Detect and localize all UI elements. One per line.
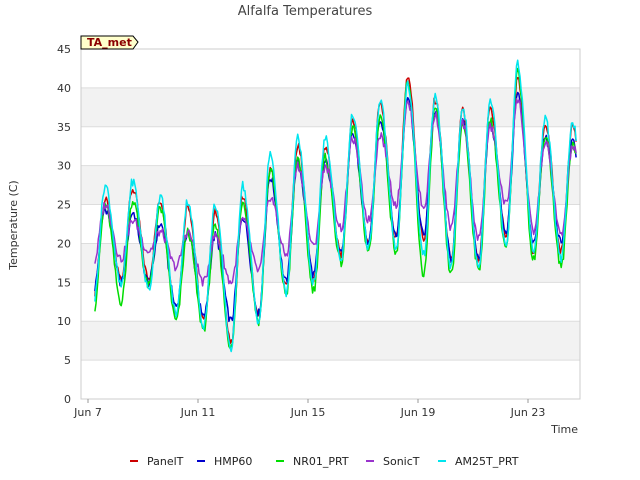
legend-label: AM25T_PRT bbox=[455, 455, 519, 468]
y-tick-label: 5 bbox=[64, 354, 71, 367]
x-axis-label: Time bbox=[550, 423, 578, 436]
y-tick-label: 45 bbox=[57, 43, 71, 56]
y-tick-label: 30 bbox=[57, 160, 71, 173]
y-tick-label: 25 bbox=[57, 199, 71, 212]
tag-label: TA_met bbox=[87, 36, 132, 49]
y-tick-label: 0 bbox=[64, 393, 71, 406]
y-tick-label: 20 bbox=[57, 237, 71, 250]
chart-title: Alfalfa Temperatures bbox=[238, 4, 373, 19]
x-tick-label: Jun 11 bbox=[180, 406, 216, 419]
y-tick-label: 35 bbox=[57, 121, 71, 134]
legend: PanelT HMP60 NR01_PRT SonicT AM25T_PRT bbox=[130, 455, 519, 468]
y-tick-label: 40 bbox=[57, 82, 71, 95]
legend-label: HMP60 bbox=[214, 455, 252, 468]
grid-band bbox=[81, 87, 580, 127]
x-tick-label: Jun 15 bbox=[290, 406, 326, 419]
tag-background bbox=[80, 35, 139, 50]
y-axis-ticks: 0 5 10 15 20 25 30 35 40 45 bbox=[57, 43, 71, 406]
legend-label: PanelT bbox=[147, 455, 184, 468]
plot-frame bbox=[80, 48, 581, 400]
series-line bbox=[94, 67, 577, 350]
series-line bbox=[94, 59, 577, 353]
grid-band bbox=[81, 321, 580, 361]
y-tick-label: 10 bbox=[57, 315, 71, 328]
y-axis-label: Temperature (C) bbox=[7, 180, 20, 270]
grid-band bbox=[81, 243, 580, 283]
y-tick-label: 15 bbox=[57, 276, 71, 289]
ta-met-tag: TA_met bbox=[80, 35, 139, 50]
legend-label: NR01_PRT bbox=[293, 455, 349, 468]
x-tick-label: Jun 23 bbox=[510, 406, 546, 419]
x-axis-ticks: Jun 7 Jun 11 Jun 15 Jun 19 Jun 23 bbox=[73, 399, 545, 419]
x-tick-label: Jun 19 bbox=[400, 406, 436, 419]
x-tick-label: Jun 7 bbox=[73, 406, 102, 419]
legend-label: SonicT bbox=[383, 455, 420, 468]
series-lines bbox=[94, 59, 577, 353]
plot-background bbox=[81, 87, 580, 361]
